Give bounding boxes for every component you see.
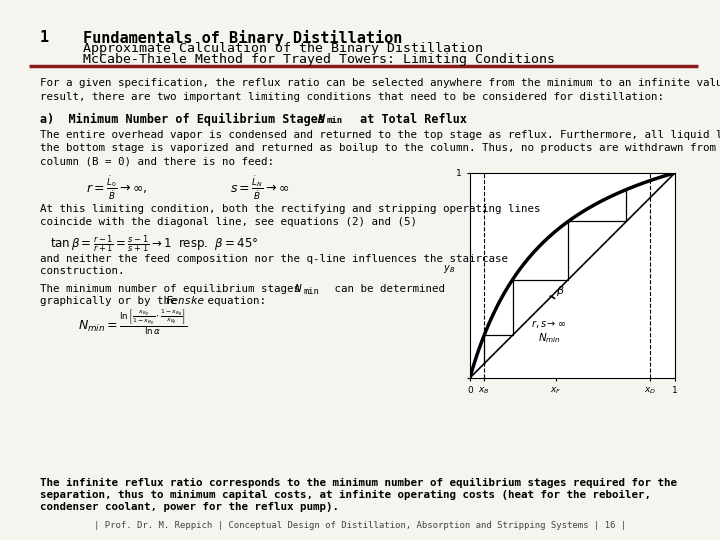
Text: $r = \frac{\dot{L}_0}{\dot{B}} \rightarrow \infty,$: $r = \frac{\dot{L}_0}{\dot{B}} \rightarr… bbox=[86, 174, 148, 202]
Text: N: N bbox=[317, 113, 324, 126]
Text: 1: 1 bbox=[40, 30, 49, 45]
Text: at Total Reflux: at Total Reflux bbox=[353, 113, 467, 126]
Text: a)  Minimum Number of Equilibrium Stages: a) Minimum Number of Equilibrium Stages bbox=[40, 113, 332, 126]
Text: The infinite reflux ratio corresponds to the minimum number of equilibrium stage: The infinite reflux ratio corresponds to… bbox=[40, 478, 677, 488]
Text: min: min bbox=[326, 116, 342, 125]
Text: At this limiting condition, both the rectifying and stripping operating lines: At this limiting condition, both the rec… bbox=[40, 204, 540, 214]
Text: $\tan\beta = \frac{r-1}{r+1} = \frac{s-1}{s+1} \to 1$  resp.  $\beta = 45°$: $\tan\beta = \frac{r-1}{r+1} = \frac{s-1… bbox=[50, 233, 259, 255]
Text: $r, s \rightarrow \infty$: $r, s \rightarrow \infty$ bbox=[531, 318, 567, 330]
Text: Approximate Calculation of the Binary Distillation: Approximate Calculation of the Binary Di… bbox=[83, 42, 483, 55]
Text: McCabe-Thiele Method for Trayed Towers: Limiting Conditions: McCabe-Thiele Method for Trayed Towers: … bbox=[83, 53, 555, 66]
Y-axis label: $y_B$: $y_B$ bbox=[444, 264, 456, 275]
Text: The minimum number of equilibrium stages: The minimum number of equilibrium stages bbox=[40, 284, 312, 294]
Text: construction.: construction. bbox=[40, 266, 124, 276]
Text: $N_{min} = \frac{\ln\left[\frac{x_{B_D}}{1-x_{B_D}} \cdot \frac{1-x_{B_B}}{x_{B_: $N_{min} = \frac{\ln\left[\frac{x_{B_D}}… bbox=[78, 307, 188, 337]
Text: $\beta$: $\beta$ bbox=[556, 284, 564, 298]
Text: graphically or by the: graphically or by the bbox=[40, 296, 183, 307]
Text: | Prof. Dr. M. Reppich | Conceptual Design of Distillation, Absorption and Strip: | Prof. Dr. M. Reppich | Conceptual Desi… bbox=[94, 521, 626, 530]
Text: $N_{min}$: $N_{min}$ bbox=[538, 331, 560, 345]
Text: can be determined: can be determined bbox=[328, 284, 445, 294]
Text: For a given specification, the reflux ratio can be selected anywhere from the mi: For a given specification, the reflux ra… bbox=[40, 78, 720, 89]
Text: and neither the feed composition nor the q-line influences the staircase: and neither the feed composition nor the… bbox=[40, 254, 508, 264]
Text: Fundamentals of Binary Distillation: Fundamentals of Binary Distillation bbox=[83, 30, 402, 46]
Text: The entire overhead vapor is condensed and returned to the top stage as reflux. : The entire overhead vapor is condensed a… bbox=[40, 130, 720, 140]
Text: Fenske: Fenske bbox=[166, 296, 204, 307]
Text: equation:: equation: bbox=[201, 296, 266, 307]
Text: N: N bbox=[294, 284, 300, 294]
Text: min: min bbox=[303, 287, 319, 296]
Text: column (B = 0) and there is no feed:: column (B = 0) and there is no feed: bbox=[40, 156, 274, 166]
Text: coincide with the diagonal line, see equations (2) and (5): coincide with the diagonal line, see equ… bbox=[40, 217, 417, 227]
Text: result, there are two important limiting conditions that need to be considered f: result, there are two important limiting… bbox=[40, 92, 664, 103]
Text: condenser coolant, power for the reflux pump).: condenser coolant, power for the reflux … bbox=[40, 502, 338, 512]
Text: the bottom stage is vaporized and returned as boilup to the column. Thus, no pro: the bottom stage is vaporized and return… bbox=[40, 143, 720, 153]
Text: $s = \frac{\dot{L}_N}{\dot{B}} \rightarrow \infty$: $s = \frac{\dot{L}_N}{\dot{B}} \rightarr… bbox=[230, 174, 290, 202]
Text: separation, thus to minimum capital costs, at infinite operating costs (heat for: separation, thus to minimum capital cost… bbox=[40, 490, 651, 500]
